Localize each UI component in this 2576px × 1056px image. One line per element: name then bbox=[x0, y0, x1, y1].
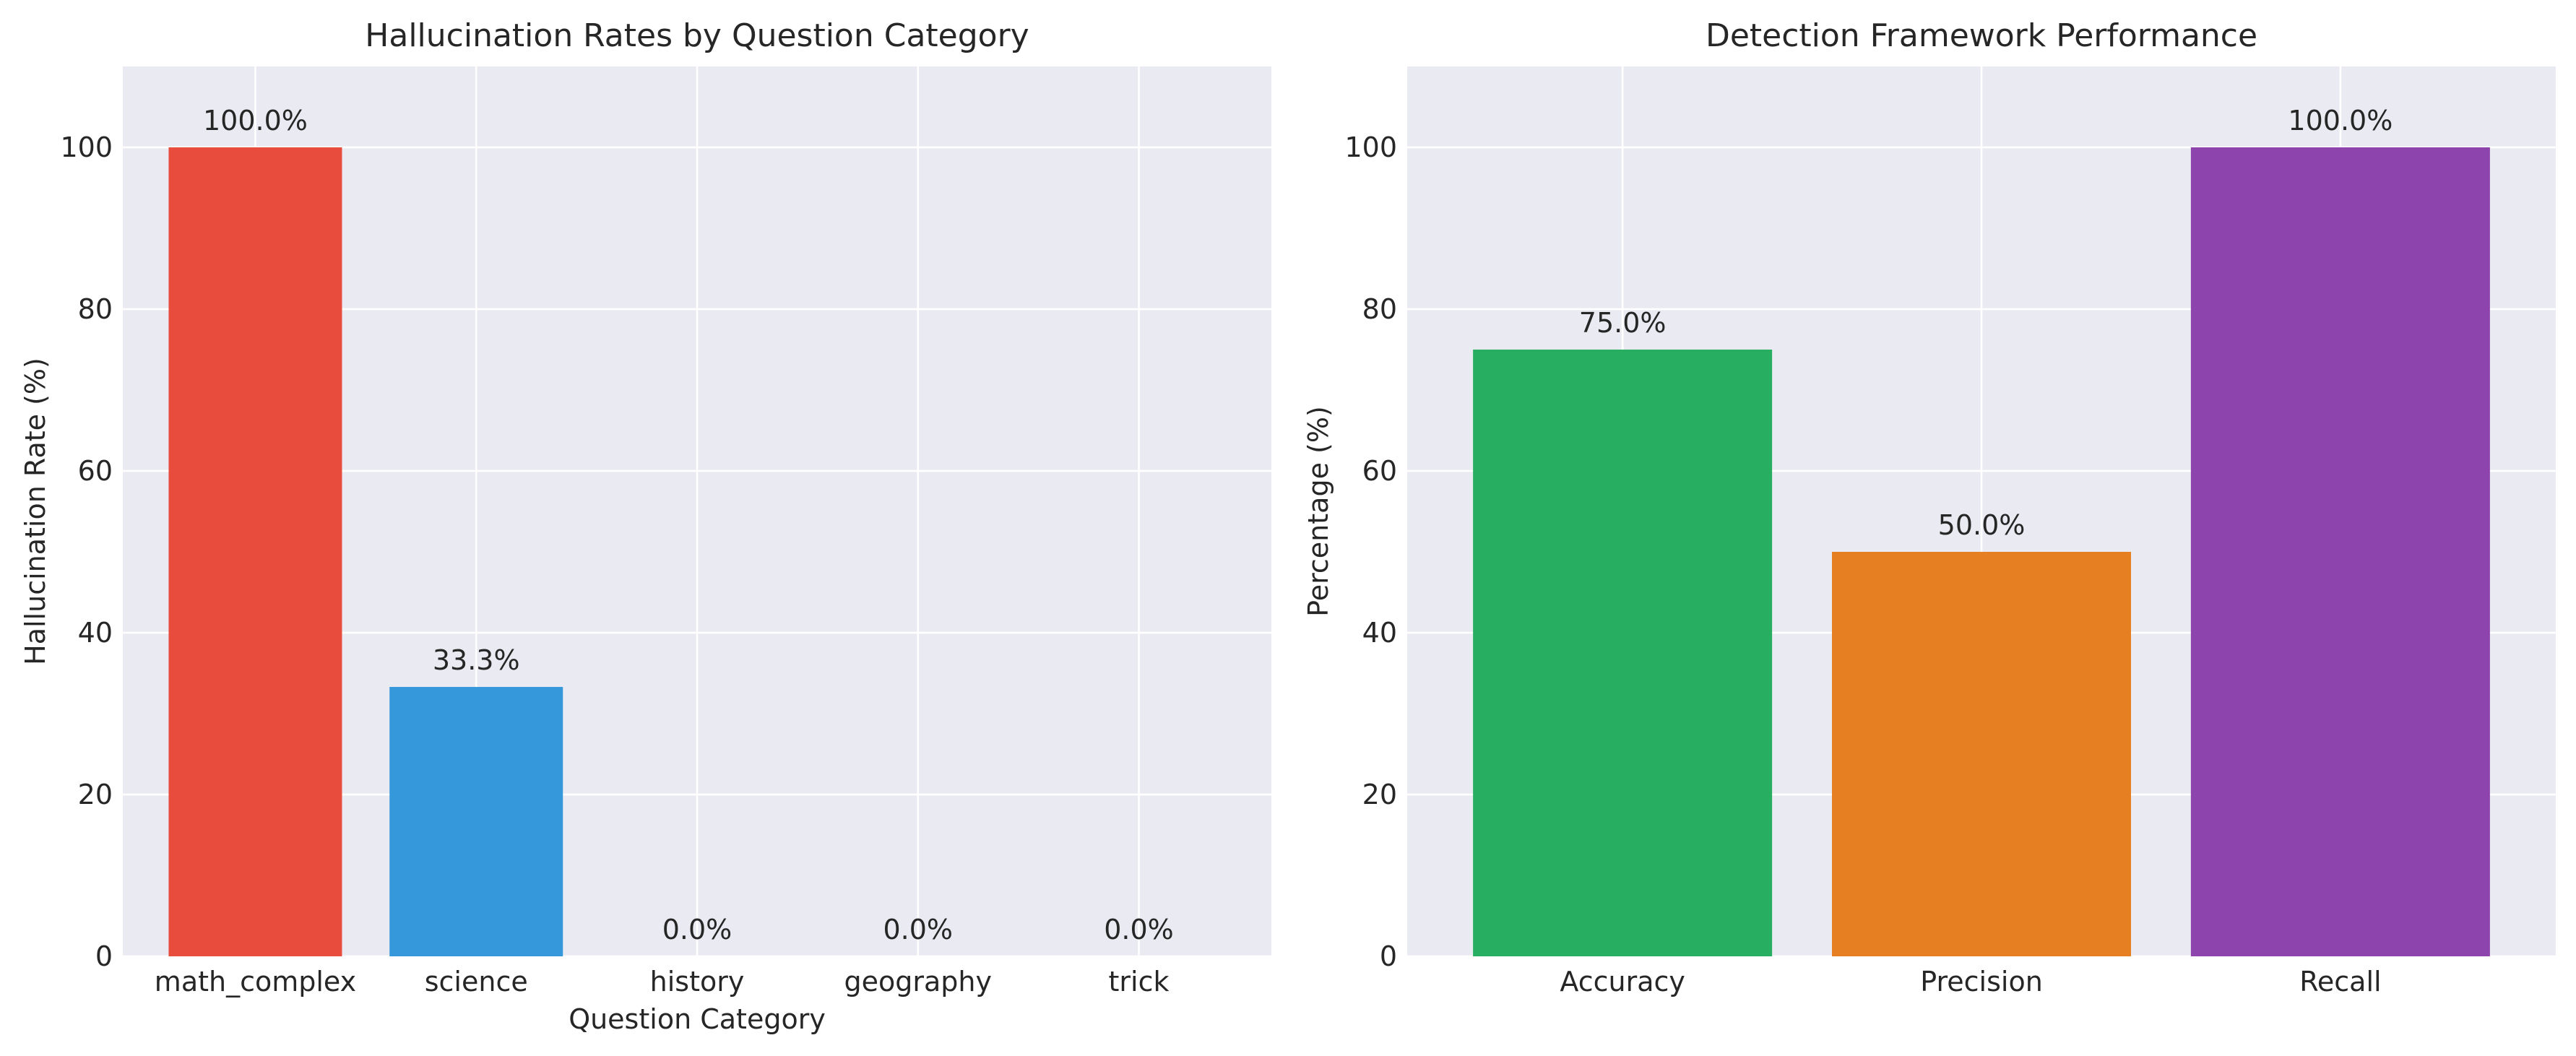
detection-performance-chart: 75.0% 50.0% 100.0% 0 20 40 60 80 100 Accuracy Pr… bbox=[1302, 17, 2556, 997]
y-axis-label: Percentage (%) bbox=[1302, 406, 1334, 617]
bar-value-label: 0.0% bbox=[1104, 914, 1174, 945]
bar-precision bbox=[1832, 552, 2131, 956]
bar-value-label: 75.0% bbox=[1579, 307, 1667, 339]
bar-math-complex bbox=[168, 147, 342, 956]
bars bbox=[1473, 147, 2490, 956]
y-tick-label: 60 bbox=[1362, 455, 1397, 487]
y-tick-label: 100 bbox=[60, 131, 113, 163]
y-tick-label: 40 bbox=[78, 617, 113, 649]
y-tick-label: 100 bbox=[1344, 131, 1397, 163]
bar-value-label: 100.0% bbox=[203, 105, 308, 137]
bar-value-label: 33.3% bbox=[433, 644, 520, 676]
bars bbox=[168, 147, 563, 956]
y-axis-label: Hallucination Rate (%) bbox=[20, 358, 51, 665]
bar-value-label: 50.0% bbox=[1938, 509, 2026, 541]
x-axis-label: Question Category bbox=[569, 1003, 826, 1035]
x-tick-label: science bbox=[425, 966, 528, 997]
bar-accuracy bbox=[1473, 350, 1773, 956]
bar-value-label: 0.0% bbox=[662, 914, 732, 945]
chart-title: Hallucination Rates by Question Category bbox=[365, 17, 1029, 54]
x-tick-label: Accuracy bbox=[1560, 966, 1685, 997]
y-tick-label: 0 bbox=[95, 940, 113, 972]
bar-value-label: 100.0% bbox=[2288, 105, 2393, 137]
bar-recall bbox=[2190, 147, 2490, 956]
x-tick-label: geography bbox=[844, 966, 992, 997]
x-tick-labels: math_complex science history geography trick bbox=[155, 966, 1170, 997]
y-tick-label: 40 bbox=[1362, 617, 1397, 649]
x-tick-label: Precision bbox=[1920, 966, 2043, 997]
x-tick-label: math_complex bbox=[155, 966, 356, 997]
y-tick-label: 20 bbox=[1362, 779, 1397, 810]
x-tick-labels: Accuracy Precision Recall bbox=[1560, 966, 2381, 997]
bar-value-label: 0.0% bbox=[883, 914, 953, 945]
y-tick-label: 80 bbox=[78, 293, 113, 325]
x-tick-label: history bbox=[650, 966, 745, 997]
bar-science bbox=[389, 687, 563, 956]
y-tick-label: 60 bbox=[78, 455, 113, 487]
y-tick-label: 0 bbox=[1380, 940, 1397, 972]
y-tick-label: 20 bbox=[78, 779, 113, 810]
hallucination-rate-chart: 100.0% 33.3% 0.0% 0.0% 0.0% 0 20 40 60 80 100 mat… bbox=[20, 17, 1271, 1035]
data-labels: 75.0% 50.0% 100.0% bbox=[1579, 105, 2393, 541]
x-tick-label: Recall bbox=[2299, 966, 2381, 997]
y-tick-label: 80 bbox=[1362, 293, 1397, 325]
x-tick-label: trick bbox=[1109, 966, 1170, 997]
y-tick-labels: 0 20 40 60 80 100 bbox=[60, 131, 113, 972]
data-labels: 100.0% 33.3% 0.0% 0.0% 0.0% bbox=[203, 105, 1174, 945]
chart-title: Detection Framework Performance bbox=[1706, 17, 2257, 54]
y-tick-labels: 0 20 40 60 80 100 bbox=[1344, 131, 1397, 972]
